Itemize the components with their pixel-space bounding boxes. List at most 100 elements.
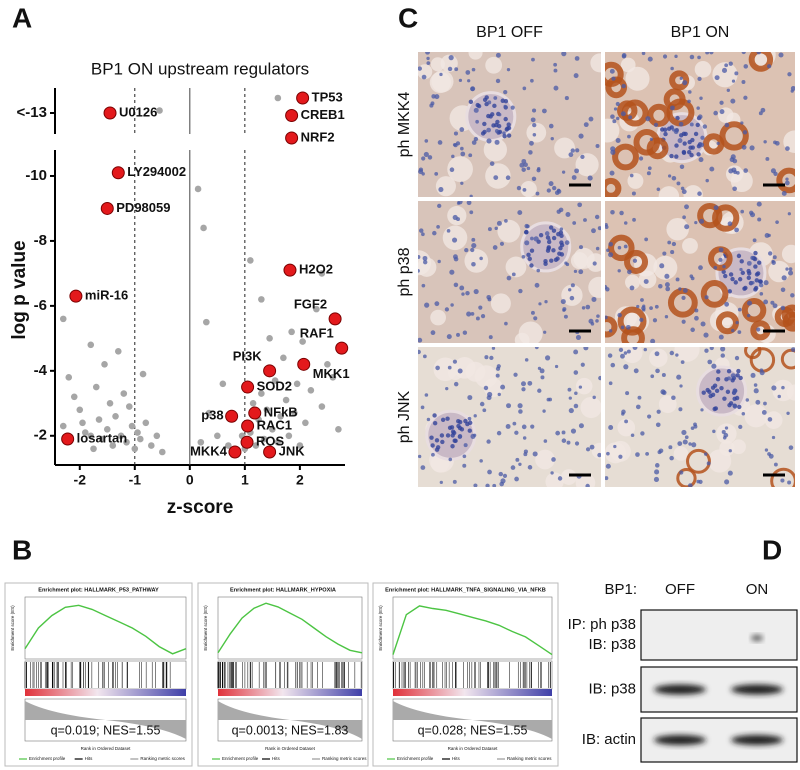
nucleus — [674, 54, 678, 58]
nucleus — [623, 351, 628, 355]
nucleus — [495, 373, 500, 378]
nucleus — [618, 454, 623, 459]
nucleus — [445, 433, 451, 438]
nucleus — [530, 310, 535, 315]
nucleus — [506, 122, 511, 127]
tubule — [621, 347, 643, 364]
point — [329, 374, 337, 381]
rank-bar — [393, 689, 552, 696]
nucleus — [457, 419, 463, 425]
tubule — [535, 449, 555, 470]
nucleus — [547, 238, 551, 242]
nucleus — [606, 451, 610, 456]
highlight-point — [297, 357, 311, 371]
nucleus — [751, 281, 755, 285]
nucleus — [550, 136, 554, 141]
nucleus — [486, 138, 492, 144]
nucleus — [486, 395, 492, 401]
nucleus — [496, 364, 501, 369]
nucleus — [617, 269, 621, 273]
point — [291, 409, 298, 417]
nucleus — [464, 247, 469, 253]
nucleus — [496, 220, 502, 226]
nucleus — [778, 52, 784, 58]
nucleus — [697, 114, 703, 120]
nucleus — [752, 238, 757, 243]
nucleus — [687, 99, 691, 104]
nucleus — [513, 372, 518, 377]
tubule — [545, 472, 564, 487]
point-label: H2O2 — [299, 262, 333, 277]
nucleus — [640, 431, 645, 436]
point — [95, 416, 103, 423]
nucleus — [705, 52, 710, 55]
nucleus — [542, 409, 546, 413]
nucleus — [632, 347, 638, 350]
nucleus — [570, 283, 575, 288]
nucleus — [626, 349, 631, 354]
nucleus — [632, 217, 636, 222]
nucleus — [577, 202, 583, 208]
nucleus — [669, 350, 675, 356]
nucleus — [732, 388, 738, 394]
nucleus — [623, 221, 628, 225]
highlight-point — [111, 166, 125, 180]
nucleus — [528, 150, 533, 155]
nucleus — [548, 181, 554, 187]
nucleus — [435, 365, 440, 371]
nucleus — [484, 95, 489, 100]
legend-label: Enrichment profile — [397, 756, 434, 761]
nucleus — [721, 429, 726, 435]
point — [87, 432, 95, 440]
nucleus — [521, 255, 526, 259]
point — [263, 406, 271, 414]
nucleus — [682, 215, 686, 220]
nucleus — [561, 430, 566, 435]
nucleus — [790, 85, 795, 91]
point — [225, 442, 232, 449]
nucleus — [629, 285, 635, 291]
nucleus — [732, 404, 738, 409]
nucleus — [666, 126, 672, 131]
point — [87, 341, 95, 349]
nucleus — [423, 151, 429, 157]
tubule — [430, 309, 446, 326]
point-label: miR-16 — [85, 288, 128, 303]
nucleus — [636, 304, 640, 309]
lane-label: OFF — [665, 581, 695, 598]
nucleus — [772, 303, 778, 309]
tubule — [649, 348, 668, 368]
nucleus — [647, 56, 653, 62]
nucleus — [572, 221, 577, 225]
point — [103, 425, 111, 433]
nucleus — [489, 161, 495, 166]
stained-tubule — [605, 61, 624, 87]
nucleus — [662, 54, 668, 59]
nucleus — [638, 156, 644, 161]
nucleus — [502, 133, 507, 139]
nucleus — [704, 348, 709, 353]
point — [147, 442, 155, 449]
nucleus — [731, 79, 736, 83]
nucleus — [555, 430, 561, 436]
nucleus — [420, 405, 425, 410]
nucleus — [741, 412, 746, 416]
x-tick-label: 1 — [241, 472, 249, 488]
nucleus — [620, 353, 625, 359]
nucleus — [578, 385, 583, 389]
point — [335, 425, 342, 433]
nucleus — [573, 403, 579, 409]
point — [249, 399, 257, 407]
nucleus — [787, 480, 792, 485]
nucleus — [695, 122, 700, 128]
nucleus — [633, 368, 639, 374]
point-label: RAF1 — [300, 326, 334, 341]
nucleus — [722, 396, 727, 401]
stained-tubule — [669, 70, 690, 91]
nucleus — [548, 397, 553, 402]
nucleus — [583, 122, 589, 128]
nucleus — [436, 225, 440, 229]
nucleus — [609, 170, 615, 176]
stained-tubule — [700, 280, 729, 308]
nucleus — [450, 303, 454, 307]
